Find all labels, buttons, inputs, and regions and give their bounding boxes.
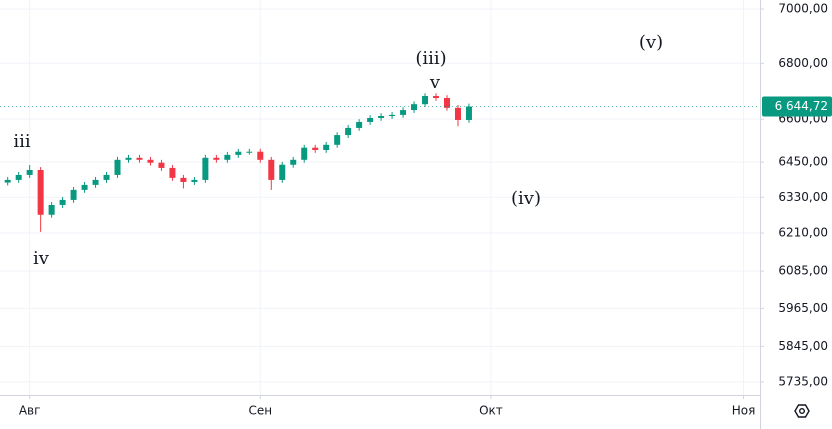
y-tick-label: 5845,00 <box>778 339 828 353</box>
candle-body <box>4 179 11 183</box>
y-tick-label: 6800,00 <box>778 56 828 70</box>
y-tick-label: 5965,00 <box>778 301 828 315</box>
candle-body <box>334 135 341 145</box>
candle-body <box>246 151 253 153</box>
candle-body <box>433 96 440 98</box>
x-tick-label: Авг <box>19 404 41 418</box>
wave-label: (v) <box>639 32 663 53</box>
wave-label: iv <box>33 248 50 269</box>
candle-body <box>59 199 66 205</box>
candle-body <box>378 116 385 118</box>
candle-body <box>422 96 429 105</box>
candle-body <box>268 159 275 180</box>
candle-body <box>125 157 132 160</box>
candle-body <box>345 127 352 136</box>
y-tick-label: 6085,00 <box>778 264 828 278</box>
y-tick-label: 6450,00 <box>778 155 828 169</box>
candle-body <box>114 159 121 175</box>
candle-body <box>301 147 308 160</box>
x-tick-label: Сен <box>248 404 272 418</box>
last-price-label: 6 644,72 <box>775 99 828 113</box>
candle-body <box>400 110 407 115</box>
settings-icon <box>794 404 810 418</box>
y-tick-label: 5735,00 <box>778 374 828 388</box>
candle-body <box>389 114 396 117</box>
candle-body <box>224 154 231 160</box>
candle-body <box>312 147 319 150</box>
y-tick-label: 6210,00 <box>778 226 828 240</box>
candle-body <box>37 169 44 215</box>
candle-body <box>169 167 176 178</box>
settings-hit[interactable] <box>788 399 816 423</box>
candle-body <box>158 162 165 168</box>
candle-body <box>257 151 264 160</box>
candle-body <box>290 159 297 165</box>
candle-body <box>92 179 99 185</box>
candle-body <box>70 189 77 200</box>
candle-body <box>213 157 220 160</box>
settings-icon-center <box>799 408 805 414</box>
settings-button[interactable] <box>788 399 816 423</box>
wave-label: (iv) <box>511 188 541 209</box>
x-tick-label: Окт <box>479 404 503 418</box>
candle-body <box>15 174 22 180</box>
candle-body <box>136 157 143 160</box>
candle-body <box>443 97 450 108</box>
candle-body <box>147 159 154 163</box>
candle-body <box>48 204 55 215</box>
candles <box>4 93 472 232</box>
grid <box>0 0 760 395</box>
candle-body <box>279 164 286 180</box>
candle-body <box>202 157 209 180</box>
candle-body <box>465 106 472 120</box>
wave-label: (iii) <box>415 48 446 69</box>
wave-label: iii <box>13 131 31 152</box>
candle-body <box>323 144 330 150</box>
candle-body <box>235 151 242 155</box>
candle-body <box>180 177 187 182</box>
candle-body <box>367 117 374 122</box>
candle-body <box>411 104 418 111</box>
candle-body <box>26 169 33 175</box>
wave-label: v <box>429 72 441 93</box>
candle-body <box>454 107 461 120</box>
last-price-box <box>762 96 832 117</box>
candle-body <box>356 121 363 128</box>
y-tick-label: 6330,00 <box>778 190 828 204</box>
x-tick-label: Ноя <box>732 404 756 418</box>
y-tick-label: 7000,00 <box>778 2 828 16</box>
axes: 5735,00 5845,00 5965,00 6085,00 6210,00 6330,… <box>0 2 832 418</box>
candle-body <box>81 184 88 190</box>
candle-body <box>191 179 198 182</box>
candle-body <box>103 174 110 180</box>
